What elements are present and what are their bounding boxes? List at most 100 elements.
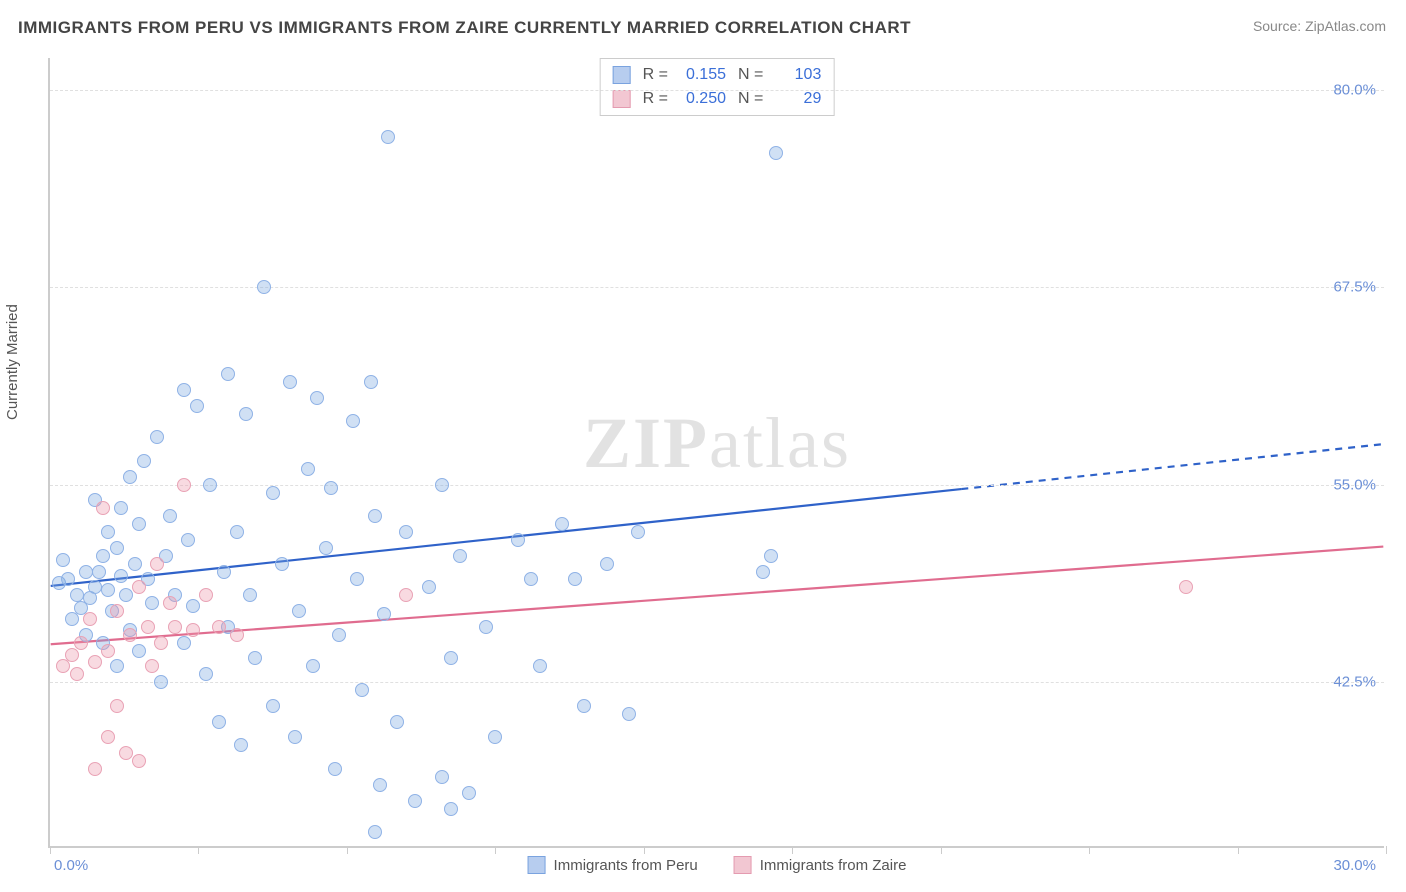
swatch-zaire: [613, 90, 631, 108]
correlation-legend: R = 0.155 N = 103 R = 0.250 N = 29: [600, 58, 835, 116]
data-point: [79, 565, 93, 579]
data-point: [123, 470, 137, 484]
data-point: [132, 644, 146, 658]
data-point: [110, 541, 124, 555]
n-value-peru: 103: [775, 63, 821, 87]
data-point: [435, 770, 449, 784]
data-point: [350, 572, 364, 586]
data-point: [177, 383, 191, 397]
data-point: [110, 699, 124, 713]
data-point: [346, 414, 360, 428]
n-value-zaire: 29: [775, 87, 821, 111]
data-point: [119, 588, 133, 602]
data-point: [181, 533, 195, 547]
data-point: [524, 572, 538, 586]
swatch-peru: [613, 66, 631, 84]
legend-item-zaire: Immigrants from Zaire: [734, 856, 907, 874]
data-point: [145, 596, 159, 610]
data-point: [190, 399, 204, 413]
data-point: [355, 683, 369, 697]
data-point: [381, 130, 395, 144]
data-point: [332, 628, 346, 642]
y-axis-label: Currently Married: [4, 304, 21, 420]
data-point: [600, 557, 614, 571]
swatch-peru: [528, 856, 546, 874]
data-point: [110, 659, 124, 673]
data-point: [203, 478, 217, 492]
x-tick: [1386, 846, 1387, 854]
data-point: [65, 648, 79, 662]
data-point: [168, 620, 182, 634]
x-tick: [50, 846, 51, 854]
series-legend: Immigrants from Peru Immigrants from Zai…: [528, 856, 907, 874]
x-tick: [1238, 846, 1239, 854]
x-tick: [792, 846, 793, 854]
x-tick: [495, 846, 496, 854]
data-point: [137, 454, 151, 468]
r-value-zaire: 0.250: [680, 87, 726, 111]
data-point: [119, 746, 133, 760]
data-point: [399, 525, 413, 539]
x-tick: [1089, 846, 1090, 854]
data-point: [275, 557, 289, 571]
r-value-peru: 0.155: [680, 63, 726, 87]
data-point: [488, 730, 502, 744]
data-point: [328, 762, 342, 776]
data-point: [96, 501, 110, 515]
data-point: [368, 825, 382, 839]
x-axis-end-label: 30.0%: [1333, 857, 1376, 874]
data-point: [234, 738, 248, 752]
y-tick-label: 67.5%: [1333, 279, 1376, 296]
gridline: [50, 682, 1384, 683]
data-point: [199, 588, 213, 602]
data-point: [186, 599, 200, 613]
data-point: [101, 730, 115, 744]
data-point: [163, 509, 177, 523]
data-point: [408, 794, 422, 808]
data-point: [288, 730, 302, 744]
y-tick-label: 80.0%: [1333, 81, 1376, 98]
data-point: [154, 675, 168, 689]
data-point: [74, 636, 88, 650]
data-point: [283, 375, 297, 389]
scatter-plot-area: ZIPatlas R = 0.155 N = 103 R = 0.250 N =…: [48, 58, 1384, 848]
data-point: [163, 596, 177, 610]
data-point: [324, 481, 338, 495]
data-point: [132, 517, 146, 531]
data-point: [221, 367, 235, 381]
data-point: [292, 604, 306, 618]
x-tick: [198, 846, 199, 854]
data-point: [310, 391, 324, 405]
trend-lines: [50, 58, 1384, 846]
data-point: [266, 486, 280, 500]
data-point: [511, 533, 525, 547]
data-point: [150, 557, 164, 571]
data-point: [248, 651, 262, 665]
n-label: N =: [738, 63, 763, 87]
source-attribution: Source: ZipAtlas.com: [1253, 18, 1386, 34]
data-point: [377, 607, 391, 621]
data-point: [199, 667, 213, 681]
data-point: [88, 762, 102, 776]
data-point: [319, 541, 333, 555]
data-point: [101, 583, 115, 597]
n-label: N =: [738, 87, 763, 111]
data-point: [631, 525, 645, 539]
data-point: [1179, 580, 1193, 594]
data-point: [444, 651, 458, 665]
data-point: [769, 146, 783, 160]
data-point: [56, 553, 70, 567]
data-point: [212, 715, 226, 729]
data-point: [150, 430, 164, 444]
data-point: [577, 699, 591, 713]
legend-item-peru: Immigrants from Peru: [528, 856, 698, 874]
r-label: R =: [643, 87, 668, 111]
x-tick: [347, 846, 348, 854]
data-point: [132, 580, 146, 594]
data-point: [453, 549, 467, 563]
watermark: ZIPatlas: [583, 402, 851, 485]
data-point: [257, 280, 271, 294]
data-point: [92, 565, 106, 579]
data-point: [101, 644, 115, 658]
data-point: [230, 628, 244, 642]
